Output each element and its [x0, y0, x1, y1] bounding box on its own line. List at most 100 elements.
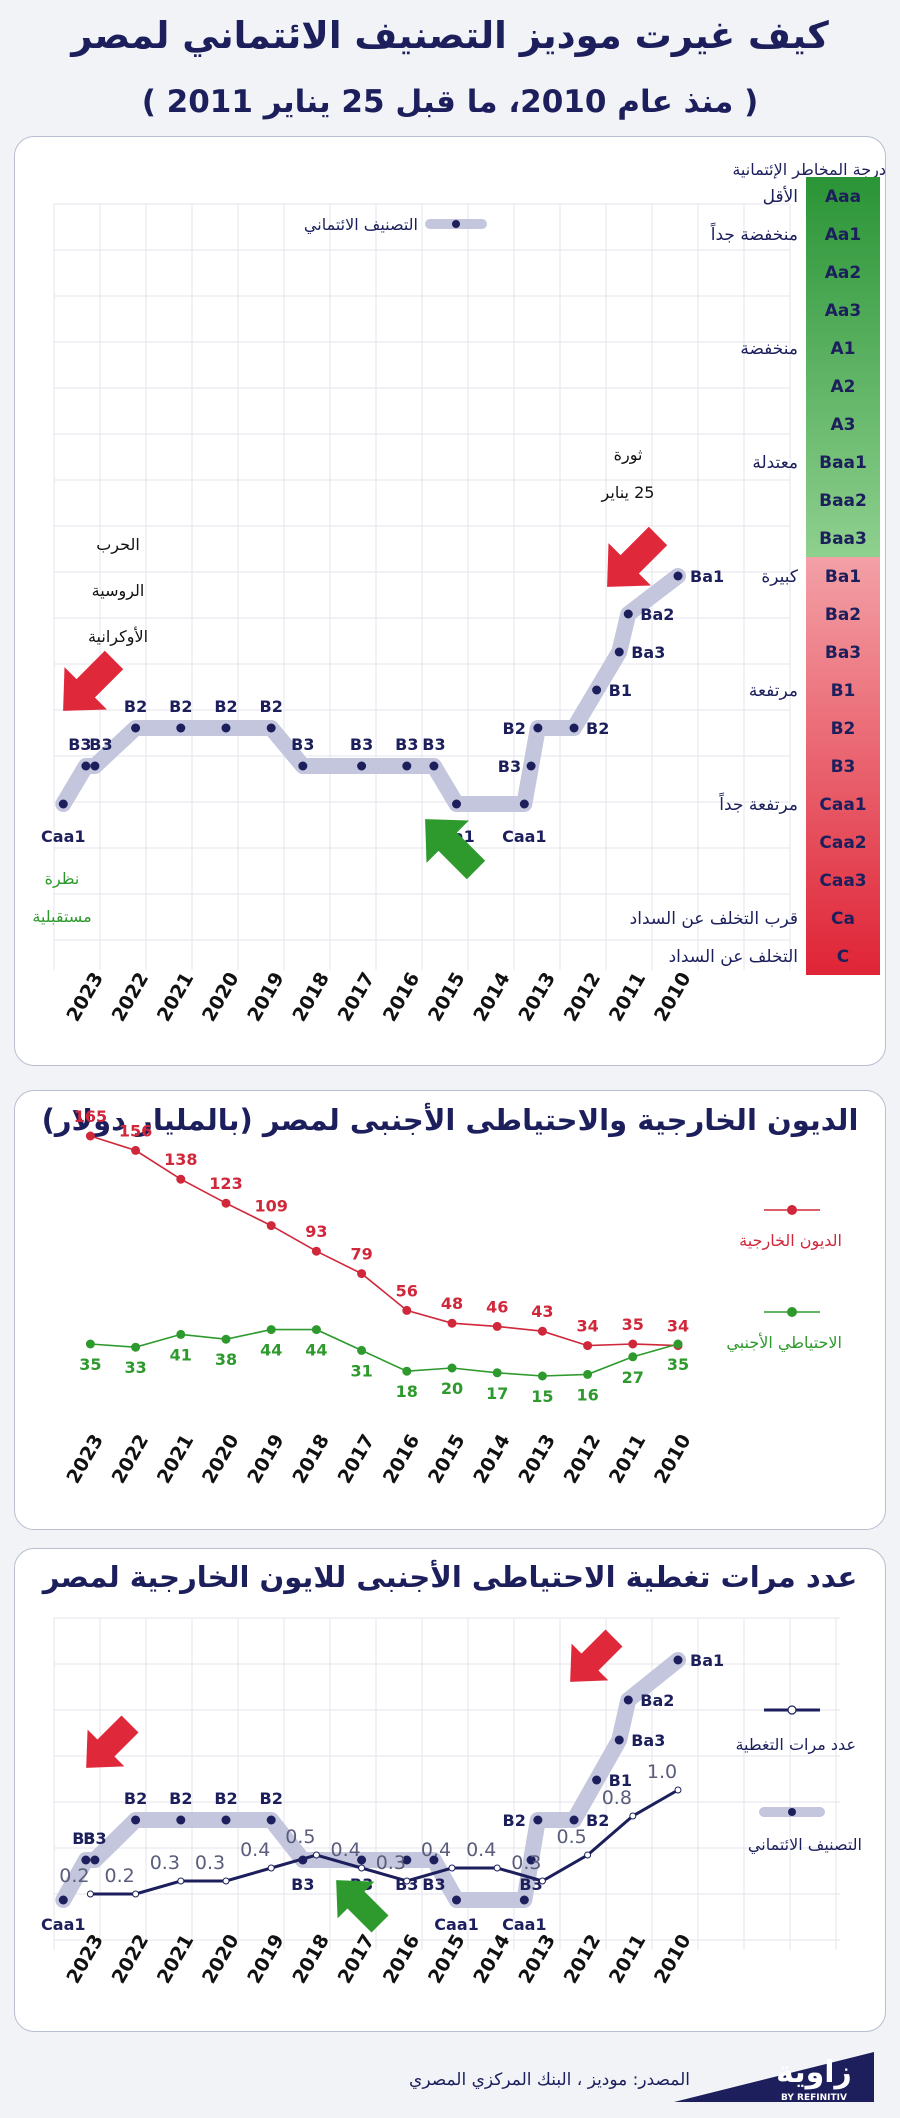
rating-label: Ba1	[690, 1651, 724, 1670]
year-tick-label: 2017	[334, 1931, 379, 1988]
reserves-value-label: 41	[170, 1345, 192, 1364]
legend-dot	[452, 220, 460, 228]
svg-text:BY REFINITIV: BY REFINITIV	[781, 2093, 847, 2103]
outlook-annotation: مستقبلية	[32, 907, 91, 926]
risk-level-label: التخلف عن السداد	[669, 947, 798, 967]
reserves-value-label: 16	[576, 1385, 598, 1404]
year-tick-label: 2016	[379, 1931, 424, 1988]
debt-value-label: 123	[209, 1174, 242, 1193]
coverage-value-label: 0.4	[421, 1839, 451, 1861]
rating-point	[90, 761, 100, 771]
debt-point	[583, 1341, 593, 1351]
debt-point	[311, 1246, 321, 1256]
debt-value-label: 156	[119, 1121, 152, 1140]
rating-label: B2	[169, 1789, 192, 1808]
rating-point	[429, 1855, 439, 1865]
rating-point	[623, 609, 633, 619]
coverage-point	[538, 1877, 546, 1885]
year-tick-label: 2019	[243, 1931, 288, 1988]
rating-point	[429, 761, 439, 771]
rating-point	[452, 799, 462, 809]
reserves-value-label: 44	[260, 1341, 282, 1360]
rating-label: B2	[124, 697, 147, 716]
coverage-point	[584, 1851, 592, 1859]
outlook-annotation: نظرة	[45, 869, 80, 889]
rating-point	[357, 1855, 367, 1865]
scale-grade-label: Caa1	[819, 795, 866, 815]
debt-point	[176, 1174, 186, 1184]
debt-value-label: 43	[531, 1302, 553, 1321]
legend-label: الاحتياطي الأجنبي	[726, 1332, 842, 1353]
rating-point	[673, 1655, 683, 1665]
zawya-logo: زاوية BY REFINITIV	[674, 2052, 874, 2103]
source-note: المصدر: موديز ، البنك المركزي المصري	[409, 2070, 690, 2090]
rating-label: B3	[498, 757, 521, 776]
scale-grade-label: Baa2	[819, 491, 867, 511]
debt-point	[221, 1198, 231, 1208]
legend-dot	[788, 1808, 796, 1816]
debt-value-label: 48	[441, 1294, 463, 1313]
risk-level-label: مرتفعة	[749, 681, 798, 701]
rating-label: B3	[422, 735, 445, 754]
rating-label: B3	[72, 1829, 95, 1848]
scale-grade-label: Ba2	[825, 605, 861, 625]
reserves-point	[492, 1368, 502, 1378]
legend-dot	[787, 1307, 797, 1317]
debt-point	[492, 1321, 502, 1331]
rating-point	[569, 1815, 579, 1825]
reserves-value-label: 31	[350, 1361, 372, 1380]
legend-label: التصنيف الائتماني	[748, 1835, 862, 1855]
year-tick-label: 2022	[108, 1931, 153, 1988]
scale-grade-label: Caa2	[819, 833, 866, 853]
debt-point	[131, 1145, 141, 1155]
coverage-value-label: 0.3	[150, 1852, 180, 1874]
debt-chart-title: الديون الخارجية والاحتياطى الأجنبى لمصر …	[41, 1103, 859, 1137]
debt-value-label: 56	[396, 1281, 418, 1300]
year-tick-label: 2014	[469, 1931, 514, 1988]
rating-point	[569, 723, 579, 733]
reserves-value-label: 15	[531, 1387, 553, 1406]
risk-level-label: منخفضة	[740, 339, 798, 359]
coverage-value-label: 0.5	[285, 1826, 315, 1848]
reserves-point	[176, 1329, 186, 1339]
main-title: كيف غيرت موديز التصنيف الائتماني لمصر	[71, 14, 829, 57]
coverage-point	[358, 1864, 366, 1872]
debt-point	[447, 1318, 457, 1328]
svg-text:زاوية: زاوية	[776, 2055, 852, 2090]
coverage-point	[222, 1877, 230, 1885]
rating-point	[221, 1815, 231, 1825]
coverage-value-label: 1.0	[647, 1761, 677, 1783]
main-subtitle: ( منذ عام 2010، ما قبل 25 يناير 2011 )	[141, 84, 759, 120]
coverage-value-label: 0.3	[511, 1852, 541, 1874]
risk-level-label: منخفضة جداً	[710, 221, 798, 245]
coverage-point	[267, 1864, 275, 1872]
rating-point	[402, 761, 412, 771]
scale-grade-label: Ba1	[825, 567, 861, 587]
rating-point	[519, 1895, 529, 1905]
reserves-point	[447, 1363, 457, 1373]
rating-label: B2	[586, 1811, 609, 1830]
debt-value-label: 93	[305, 1222, 327, 1241]
year-tick-label: 2010	[650, 1931, 695, 1988]
debt-value-label: 109	[254, 1197, 287, 1216]
rating-point	[592, 1775, 602, 1785]
rating-label: B3	[395, 735, 418, 754]
rating-panel	[14, 136, 886, 1066]
scale-grade-label: B3	[831, 757, 856, 777]
scale-grade-label: Ca	[831, 909, 855, 929]
rating-point	[58, 1895, 68, 1905]
risk-level-label: معتدلة	[752, 453, 798, 473]
rating-label: B2	[260, 697, 283, 716]
scale-grade-label: Baa1	[819, 453, 867, 473]
debt-value-label: 165	[74, 1107, 107, 1126]
rating-band-line	[55, 568, 686, 812]
scale-grade-label: Aa3	[825, 301, 861, 321]
rating-label: B2	[124, 1789, 147, 1808]
year-tick-label: 2012	[560, 1931, 605, 1988]
rating-point	[131, 1815, 141, 1825]
scale-grade-label: A2	[831, 377, 856, 397]
arrow-outlook-icon	[336, 1880, 389, 1933]
risk-level-label: قرب التخلف عن السداد	[630, 909, 798, 929]
rating-label: B3	[291, 1875, 314, 1894]
year-tick-label: 2011	[605, 1931, 650, 1988]
